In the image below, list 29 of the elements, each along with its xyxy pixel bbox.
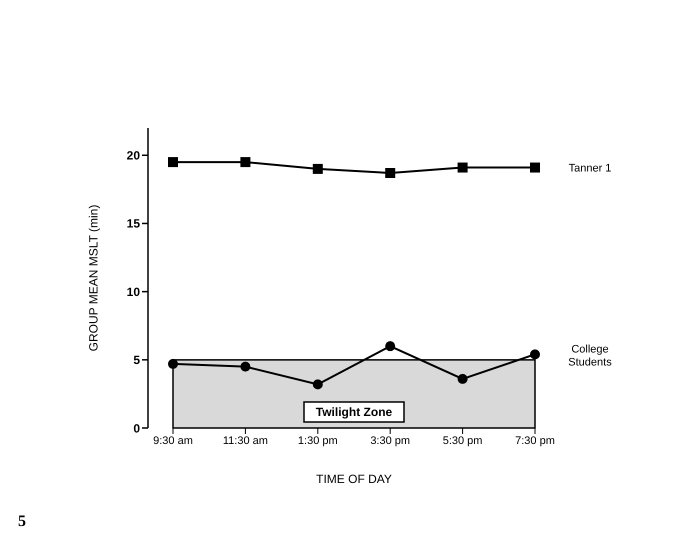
x-tick-label: 3:30 pm bbox=[370, 434, 410, 447]
y-tick-label: 10 bbox=[126, 284, 140, 299]
y-tick-label: 0 bbox=[133, 421, 140, 436]
point bbox=[458, 374, 468, 384]
point bbox=[312, 164, 323, 174]
text: Tanner 1 bbox=[568, 162, 612, 175]
point bbox=[312, 379, 323, 390]
x-tick-label: 5:30 pm bbox=[442, 434, 482, 447]
x-tick-label: 1:30 pm bbox=[298, 434, 338, 447]
x-tick-label: 9:30 am bbox=[153, 434, 193, 447]
point bbox=[168, 358, 178, 369]
point bbox=[458, 162, 468, 173]
y-tick-label: 20 bbox=[126, 148, 140, 163]
point bbox=[385, 168, 396, 178]
x-tick-label: 7:30 pm bbox=[515, 434, 555, 447]
point bbox=[530, 162, 540, 173]
point bbox=[240, 362, 250, 372]
text: 5 bbox=[18, 513, 26, 531]
x-tick-label: 11:30 am bbox=[222, 434, 268, 447]
y-axis-title: GROUP MEAN MSLT (min) bbox=[86, 204, 100, 352]
y-tick-label: 5 bbox=[133, 353, 140, 368]
text: College Students bbox=[568, 343, 612, 368]
y-tick-label: 15 bbox=[126, 216, 140, 231]
x-axis-title: TIME OF DAY bbox=[316, 472, 392, 486]
point bbox=[530, 349, 540, 360]
point bbox=[168, 157, 178, 168]
point bbox=[385, 341, 396, 352]
point bbox=[240, 157, 250, 168]
band-label: Twilight Zone bbox=[316, 405, 393, 419]
